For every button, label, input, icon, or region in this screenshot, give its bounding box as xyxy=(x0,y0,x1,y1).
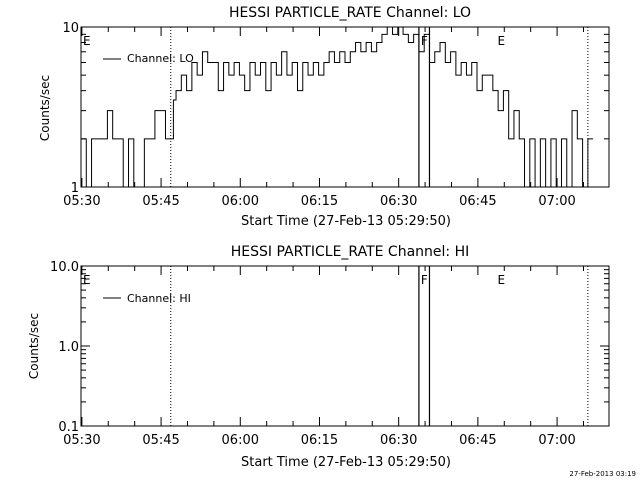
bottom-xtick-label: 05:30 xyxy=(63,433,100,448)
bottom-flag-e: E xyxy=(497,273,505,287)
top-xtick-label: 07:00 xyxy=(538,194,575,209)
top-plot-frame xyxy=(80,26,610,188)
bottom-xlabel: Start Time (27-Feb-13 05:29:50) xyxy=(241,455,451,470)
bottom-flag-e: E xyxy=(83,273,91,287)
top-flag-e: E xyxy=(83,34,91,48)
bottom-xtick-label: 06:00 xyxy=(222,433,259,448)
top-xlabel: Start Time (27-Feb-13 05:29:50) xyxy=(241,214,451,229)
bottom-ytick-label: 1.0 xyxy=(58,340,79,355)
top-series-line xyxy=(81,26,594,188)
bottom-xtick-label: 06:45 xyxy=(459,433,496,448)
top-title: HESSI PARTICLE_RATE Channel: LO xyxy=(229,5,471,21)
top-ylabel: Counts/sec xyxy=(38,75,52,141)
top-xtick-label: 06:00 xyxy=(222,194,259,209)
bottom-legend-label: Channel: HI xyxy=(127,292,191,305)
top-flag-e: E xyxy=(497,34,505,48)
bottom-flag-f: F xyxy=(421,273,428,287)
bottom-xtick-label: 05:45 xyxy=(142,433,179,448)
top-xtick-label: 06:45 xyxy=(459,194,496,209)
top-xtick-label: 05:45 xyxy=(142,194,179,209)
bottom-title: HESSI PARTICLE_RATE Channel: HI xyxy=(231,244,469,260)
top-ytick-label: 1 xyxy=(71,181,79,196)
plot-marks: 05:30 05:45 06:00 06:15 06:30 06:45 07:00 1 10 E F… xyxy=(50,21,610,448)
top-xtick-label: 06:15 xyxy=(301,194,338,209)
top-xtick-label: 05:30 xyxy=(63,194,100,209)
footer-timestamp: 27-Feb-2013 03:19 xyxy=(569,470,636,478)
bottom-xtick-label: 06:15 xyxy=(301,433,338,448)
top-xtick-label: 06:30 xyxy=(380,194,417,209)
bottom-xtick-label: 07:00 xyxy=(538,433,575,448)
bottom-ytick-label: 10.0 xyxy=(50,260,79,275)
top-legend-label: Channel: LO xyxy=(127,52,194,65)
bottom-ytick-label: 0.1 xyxy=(58,420,79,435)
bottom-ylabel: Counts/sec xyxy=(27,313,41,379)
top-ytick-label: 10 xyxy=(62,21,79,36)
bottom-xtick-label: 06:30 xyxy=(380,433,417,448)
